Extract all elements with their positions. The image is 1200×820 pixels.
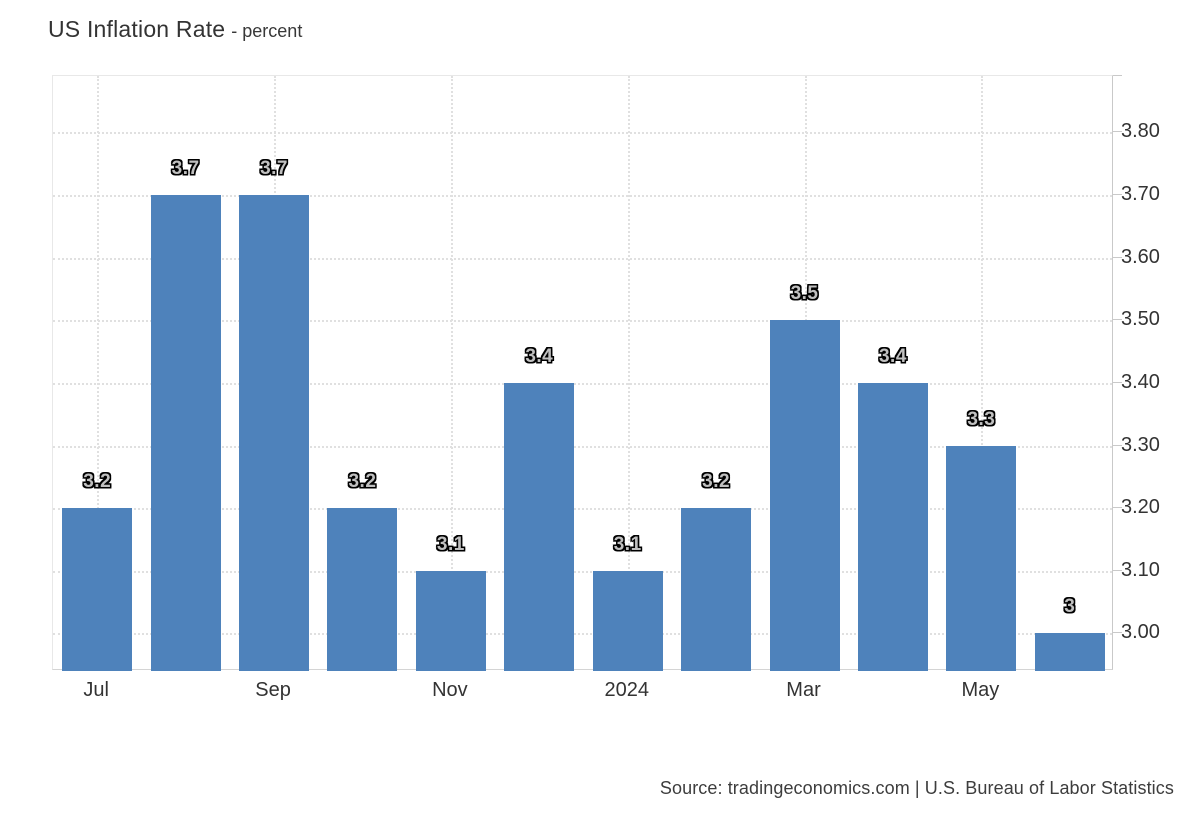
y-axis-label: 3.00 xyxy=(1121,621,1160,644)
chart-title: US Inflation Rate xyxy=(48,16,226,42)
grid-line-horizontal xyxy=(53,508,1112,511)
grid-line-vertical xyxy=(627,76,630,669)
grid-line-horizontal xyxy=(53,320,1112,323)
y-axis-label: 3.20 xyxy=(1121,496,1160,519)
bar-value-label: 3.3 xyxy=(967,408,996,430)
y-axis-label: 3.70 xyxy=(1121,183,1160,205)
chart-subtitle: - percent xyxy=(231,21,303,41)
grid-line-horizontal xyxy=(53,132,1112,135)
y-axis-label: 3.40 xyxy=(1121,370,1160,393)
y-axis-tick xyxy=(1113,569,1122,571)
grid-line-horizontal xyxy=(53,195,1112,197)
bar[interactable] xyxy=(1034,633,1105,671)
bar-value-label: 3 xyxy=(1064,596,1076,618)
source-credit: Source: tradingeconomics.com | U.S. Bure… xyxy=(659,778,1174,798)
x-axis-label: Jul xyxy=(83,679,109,701)
bar[interactable] xyxy=(504,382,575,671)
bar-value-label: 3.1 xyxy=(436,533,465,555)
bar-value-label: 3.7 xyxy=(171,158,200,179)
bar[interactable] xyxy=(150,195,221,671)
chart-header: US Inflation Rate - percent xyxy=(48,16,302,43)
y-axis-tick xyxy=(1113,319,1122,321)
bar[interactable] xyxy=(769,320,840,671)
y-axis-label: 3.50 xyxy=(1121,308,1160,331)
y-axis-label: 3.80 xyxy=(1121,120,1160,143)
bar[interactable] xyxy=(857,382,928,671)
bar-value-label: 3.4 xyxy=(525,345,554,367)
y-axis-tick xyxy=(1113,131,1122,133)
x-axis-label: 2024 xyxy=(604,679,649,701)
bar[interactable] xyxy=(239,195,310,671)
y-axis-label: 3.10 xyxy=(1121,558,1160,581)
bar[interactable] xyxy=(415,570,486,671)
y-axis-tick xyxy=(1113,256,1122,258)
x-axis-label: Mar xyxy=(786,679,821,701)
grid-line-horizontal xyxy=(53,633,1112,636)
grid-line-vertical xyxy=(97,76,100,669)
grid-line-horizontal xyxy=(53,257,1112,260)
y-axis-tick xyxy=(1113,632,1122,634)
grid-line-vertical xyxy=(450,76,453,669)
y-axis-tick xyxy=(1113,444,1122,446)
grid-line-horizontal xyxy=(53,570,1112,573)
bar-value-label: 3.7 xyxy=(260,158,288,179)
y-axis-tick xyxy=(1113,381,1122,383)
bar-value-label: 3.4 xyxy=(878,345,907,367)
bar[interactable] xyxy=(946,445,1017,671)
bar[interactable] xyxy=(592,570,663,671)
bar[interactable] xyxy=(327,508,398,671)
bar-value-label: 3.5 xyxy=(790,283,819,305)
grid-line-horizontal xyxy=(53,445,1112,448)
bar-value-label: 3.2 xyxy=(702,471,731,493)
y-axis-label: 3.60 xyxy=(1121,245,1160,268)
x-axis-label: May xyxy=(961,679,1000,701)
y-axis-tick xyxy=(1113,75,1122,76)
bar[interactable] xyxy=(62,508,133,671)
bar[interactable] xyxy=(681,508,752,671)
y-axis-label: 3.30 xyxy=(1121,433,1160,456)
plot-area: 3.2 3.7 3.7 3.2 3.1 3.4 3.1 3.2 3.5 3.4 3.3 3 xyxy=(52,75,1113,671)
grid-line-horizontal xyxy=(53,382,1112,385)
y-axis-tick xyxy=(1113,507,1122,509)
y-axis-tick xyxy=(1113,194,1122,195)
x-axis-label: Sep xyxy=(255,679,291,701)
grid-line-vertical xyxy=(981,76,984,669)
bar-value-label: 3.1 xyxy=(613,533,642,555)
bar-value-label: 3.2 xyxy=(83,471,112,493)
x-axis-label: Nov xyxy=(432,679,468,701)
bar-value-label: 3.2 xyxy=(348,471,377,493)
